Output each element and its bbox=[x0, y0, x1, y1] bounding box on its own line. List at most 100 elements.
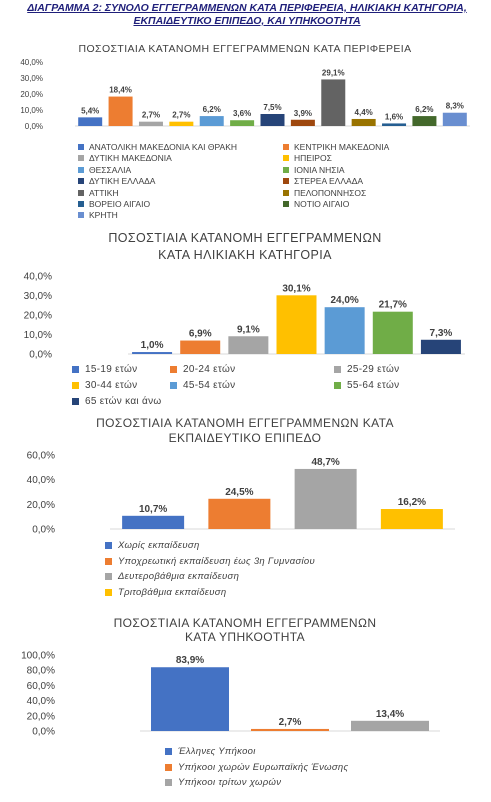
education-legend-item: Χωρίς εκπαίδευση bbox=[105, 540, 200, 551]
region-legend-item: ΑΤΤΙΚΗ bbox=[78, 188, 119, 198]
citizenship-legend-swatch bbox=[165, 779, 172, 786]
citizenship-chart-title-line: ΚΑΤΑ ΥΠΗΚΟΟΤΗΤΑ bbox=[185, 630, 305, 644]
region-legend-label: ΒΟΡΕΙΟ ΑΙΓΑΙΟ bbox=[89, 199, 151, 209]
age-legend-swatch bbox=[334, 382, 341, 389]
region-legend-swatch bbox=[78, 144, 84, 150]
education-bar bbox=[208, 498, 271, 529]
education-data-label: 10,7% bbox=[139, 504, 167, 515]
citizenship-legend-item: Υπήκοοι χωρών Ευρωπαϊκής Ένωσης bbox=[165, 762, 348, 773]
citizenship-y-tick-label: 100,0% bbox=[21, 651, 55, 662]
region-y-tick-label: 0,0% bbox=[25, 122, 43, 131]
citizenship-legend-label: Υπήκοοι τρίτων χωρών bbox=[178, 777, 282, 788]
education-bar bbox=[122, 515, 185, 529]
region-legend-swatch bbox=[78, 178, 84, 185]
age-data-label: 6,9% bbox=[189, 329, 212, 340]
age-legend-item: 45-54 ετών bbox=[170, 380, 235, 391]
region-bar bbox=[351, 118, 376, 126]
education-chart-legend: Χωρίς εκπαίδευση Υποχρεωτική εκπαίδευση έ… bbox=[105, 540, 485, 600]
region-legend-label: ΝΟΤΙΟ ΑΙΓΑΙΟ bbox=[294, 199, 350, 209]
education-data-label: 16,2% bbox=[398, 497, 426, 508]
age-legend-swatch bbox=[72, 366, 79, 373]
region-legend-label: ΚΡΗΤΗ bbox=[89, 210, 118, 221]
region-legend-label: ΘΕΣΣΑΛΙΑ bbox=[89, 164, 132, 175]
age-legend-label: 15-19 ετών bbox=[85, 364, 138, 375]
citizenship-legend-swatch bbox=[165, 763, 172, 771]
citizenship-data-label: 83,9% bbox=[176, 655, 204, 666]
region-legend-item: ΠΕΛΟΠΟΝΝΗΣΟΣ bbox=[283, 188, 366, 198]
age-legend-label: 45-54 ετών bbox=[183, 380, 236, 391]
age-legend-label: 65 ετών και άνω bbox=[85, 396, 162, 407]
age-legend-label: 20-24 ετών bbox=[183, 364, 236, 375]
age-chart-title-line: ΠΟΣΟΣΤΙΑΙΑ ΚΑΤΑΝΟΜΗ ΕΓΓΕΓΡΑΜΜΕΝΩΝ bbox=[108, 231, 381, 245]
region-legend-swatch bbox=[78, 201, 84, 207]
region-legend-label: ΙΟΝΙΑ ΝΗΣΙΑ bbox=[294, 164, 345, 175]
region-bar bbox=[78, 117, 103, 126]
citizenship-legend-item: Υπήκοοι τρίτων χωρών bbox=[165, 777, 281, 788]
education-legend-swatch bbox=[105, 588, 112, 596]
region-data-label: 2,7% bbox=[172, 111, 190, 120]
education-legend-item: Δευτεροβάθμια εκπαίδευση bbox=[105, 571, 239, 582]
region-y-tick-label: 10,0% bbox=[20, 106, 43, 115]
citizenship-bar bbox=[151, 667, 229, 731]
region-legend-label: ΚΕΝΤΡΙΚΗ ΜΑΚΕΔΟΝΙΑ bbox=[294, 142, 390, 152]
region-data-label: 18,4% bbox=[109, 86, 132, 95]
citizenship-bar bbox=[351, 720, 429, 731]
age-legend-item: 25-29 ετών bbox=[334, 364, 399, 375]
region-legend-item: ΗΠΕΙΡΟΣ bbox=[283, 153, 332, 163]
age-chart-panel: ΠΟΣΟΣΤΙΑΙΑ ΚΑΤΑΝΟΜΗ ΕΓΓΕΓΡΑΜΜΕΝΩΝ ΚΑΤΑ ΗΛ… bbox=[0, 228, 491, 413]
age-y-tick-label: 20,0% bbox=[24, 311, 52, 322]
region-legend-swatch bbox=[283, 155, 289, 162]
citizenship-y-tick-label: 60,0% bbox=[27, 681, 55, 692]
region-data-label: 29,1% bbox=[322, 68, 345, 77]
region-legend-item: ΙΟΝΙΑ ΝΗΣΙΑ bbox=[283, 165, 345, 175]
age-bar bbox=[132, 352, 173, 354]
education-legend-item: Υποχρεωτική εκπαίδευση έως 3η Γυμνασίου bbox=[105, 556, 315, 567]
region-data-label: 1,6% bbox=[385, 112, 403, 121]
region-data-label: 4,4% bbox=[355, 108, 373, 117]
citizenship-data-label: 2,7% bbox=[279, 717, 302, 728]
region-data-label: 3,9% bbox=[294, 109, 312, 118]
region-y-tick-label: 20,0% bbox=[20, 90, 43, 99]
region-data-label: 5,4% bbox=[81, 106, 99, 115]
age-bar bbox=[324, 307, 365, 354]
age-legend-label: 30-44 ετών bbox=[85, 380, 138, 391]
age-data-label: 21,7% bbox=[379, 300, 407, 311]
region-bar bbox=[290, 119, 315, 126]
citizenship-legend-label: Υπήκοοι χωρών Ευρωπαϊκής Ένωσης bbox=[178, 761, 349, 773]
education-chart-panel: ΠΟΣΟΣΤΙΑΙΑ ΚΑΤΑΝΟΜΗ ΕΓΓΕΓΡΑΜΜΕΝΩΝ ΚΑΤΑ ΕΚ… bbox=[0, 413, 491, 603]
age-y-tick-label: 40,0% bbox=[24, 272, 52, 283]
education-chart: ΠΟΣΟΣΤΙΑΙΑ ΚΑΤΑΝΟΜΗ ΕΓΓΕΓΡΑΜΜΕΝΩΝ ΚΑΤΑΕΚ… bbox=[27, 416, 455, 536]
region-legend-swatch bbox=[283, 189, 289, 196]
age-legend-label: 55-64 ετών bbox=[347, 380, 400, 391]
citizenship-legend-item: Έλληνες Υπήκοοι bbox=[165, 746, 256, 757]
region-chart-title-line: ΠΟΣΟΣΤΙΑΙΑ ΚΑΤΑΝΟΜΗ ΕΓΓΕΓΡΑΜΜΕΝΩΝ ΚΑΤΑ Π… bbox=[79, 43, 412, 55]
age-bar bbox=[228, 336, 269, 354]
education-bar bbox=[380, 509, 443, 529]
education-data-label: 48,7% bbox=[311, 457, 339, 468]
citizenship-chart-legend: Έλληνες Υπήκοοι Υπήκοοι χωρών Ευρωπαϊκής … bbox=[165, 746, 485, 798]
education-y-tick-label: 60,0% bbox=[27, 451, 55, 462]
region-bar bbox=[260, 114, 285, 126]
region-legend-swatch bbox=[78, 189, 84, 196]
region-legend-label: ΔΥΤΙΚΗ ΜΑΚΕΔΟΝΙΑ bbox=[89, 153, 172, 164]
education-legend-label: Τριτοβάθμια εκπαίδευση bbox=[118, 586, 227, 598]
region-y-tick-label: 30,0% bbox=[20, 74, 43, 83]
education-data-label: 24,5% bbox=[225, 487, 253, 498]
education-bar bbox=[294, 468, 357, 529]
region-legend-item: ΘΕΣΣΑΛΙΑ bbox=[78, 165, 131, 175]
region-legend-swatch bbox=[78, 155, 84, 162]
region-bar bbox=[412, 116, 437, 126]
region-data-label: 8,3% bbox=[446, 102, 464, 111]
region-bar bbox=[382, 123, 407, 126]
age-legend-swatch bbox=[334, 366, 341, 373]
region-legend-label: ΗΠΕΙΡΟΣ bbox=[294, 153, 332, 164]
education-chart-title-line: ΕΚΠΑΙΔΕΥΤΙΚΟ ΕΠΙΠΕΔΟ bbox=[169, 431, 322, 445]
region-legend-item: ΔΥΤΙΚΗ ΜΑΚΕΔΟΝΙΑ bbox=[78, 153, 172, 163]
region-bar bbox=[169, 121, 194, 126]
region-legend-item: ΒΟΡΕΙΟ ΑΙΓΑΙΟ bbox=[78, 199, 150, 209]
citizenship-chart-panel: ΠΟΣΟΣΤΙΑΙΑ ΚΑΤΑΝΟΜΗ ΕΓΓΕΓΡΑΜΜΕΝΩΝ ΚΑΤΑ ΥΠ… bbox=[0, 613, 491, 802]
education-legend-swatch bbox=[105, 542, 112, 549]
region-data-label: 2,7% bbox=[142, 111, 160, 120]
region-legend-item: ΚΡΗΤΗ bbox=[78, 210, 118, 220]
